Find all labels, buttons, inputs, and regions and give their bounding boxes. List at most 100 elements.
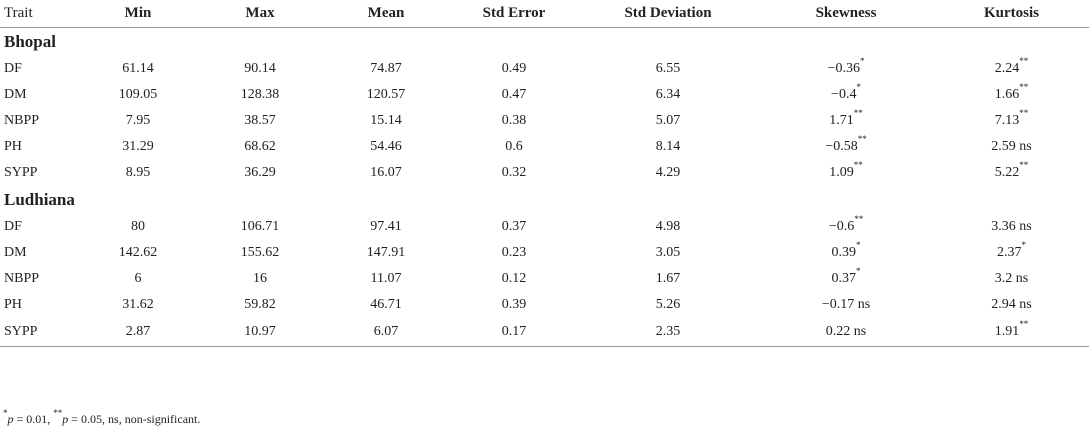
cell-mean: 120.57 — [366, 87, 406, 102]
cell-mean: 6.07 — [322, 318, 450, 347]
cell-kurtosis-value: 2.59 ns — [991, 139, 1032, 154]
cell-std-deviation: 2.35 — [578, 318, 758, 347]
cell-min: 8.95 — [125, 165, 151, 180]
cell-trait: SYPP — [4, 165, 38, 180]
cell-std-deviation: 3.05 — [655, 245, 681, 260]
footnote-p-2: p — [62, 412, 69, 426]
cell-trait: SYPP — [0, 318, 78, 347]
table-row: NBPP 6 16 11.07 0.12 1.67 0.37* 3.2 ns — [0, 266, 1089, 292]
significance-mark: * — [856, 82, 861, 93]
cell-trait: PH — [4, 139, 22, 154]
cell-mean: 15.14 — [370, 113, 402, 128]
header-row: Trait Min Max Mean Std Error Std Deviati… — [0, 0, 1089, 28]
col-header-max: Max — [198, 0, 322, 28]
significance-mark: ** — [1019, 108, 1029, 119]
cell-kurtosis: 3.2 ns — [934, 266, 1089, 292]
cell-kurtosis: 2.59 ns — [934, 134, 1089, 160]
cell-mean: 46.71 — [370, 297, 402, 312]
table-row: PH 31.62 59.82 46.71 0.39 5.26 −0.17 ns 2.94 ns — [0, 292, 1089, 318]
cell-skewness: −0.6** — [758, 214, 934, 240]
significance-mark: ** — [853, 108, 863, 119]
cell-mean: 16.07 — [370, 165, 402, 180]
cell-kurtosis-value: 7.13 — [994, 113, 1020, 128]
cell-mean: 11.07 — [370, 271, 402, 286]
cell-max: 36.29 — [244, 165, 276, 180]
cell-trait: DM — [4, 245, 27, 260]
cell-std-error: 0.17 — [450, 318, 578, 347]
cell-max: 38.57 — [244, 113, 276, 128]
cell-kurtosis-value: 2.24 — [994, 61, 1020, 76]
cell-mean: 97.41 — [370, 219, 402, 234]
significance-mark: * — [856, 266, 861, 277]
cell-min: 80 — [131, 219, 145, 234]
cell-std-deviation: 1.67 — [655, 271, 681, 286]
cell-std-error: 0.12 — [501, 271, 527, 286]
significance-mark: * — [859, 56, 865, 67]
significance-mark: ** — [854, 214, 864, 225]
col-header-skewness: Skewness — [758, 0, 934, 28]
cell-kurtosis-value: 1.66 — [994, 87, 1020, 102]
cell-kurtosis: 1.91** — [934, 318, 1089, 347]
cell-max: 16 — [253, 271, 267, 286]
table-row: SYPP 8.95 36.29 16.07 0.32 4.29 1.09** 5.22** — [0, 160, 1089, 186]
table-row: DM 142.62 155.62 147.91 0.23 3.05 0.39* 2.37* — [0, 240, 1089, 266]
significance-mark: ** — [1019, 319, 1029, 330]
cell-std-error: 0.38 — [501, 113, 527, 128]
cell-min: 109.05 — [118, 87, 158, 102]
col-header-std-error: Std Error — [450, 0, 578, 28]
cell-skewness-value: −0.58 — [825, 139, 858, 154]
cell-kurtosis: 2.37* — [934, 240, 1089, 266]
cell-std-deviation: 4.29 — [655, 165, 681, 180]
cell-kurtosis: 7.13** — [934, 108, 1089, 134]
cell-skewness: −0.36* — [758, 56, 934, 82]
cell-std-deviation: 6.55 — [655, 61, 681, 76]
cell-max: 59.82 — [244, 297, 276, 312]
cell-max: 10.97 — [198, 318, 322, 347]
cell-trait: NBPP — [4, 271, 40, 286]
cell-kurtosis: 5.22** — [934, 160, 1089, 186]
cell-skewness: −0.58** — [758, 134, 934, 160]
cell-skewness-value: −0.6 — [828, 219, 855, 234]
cell-skewness: 0.22 ns — [758, 318, 934, 347]
cell-std-error: 0.49 — [501, 61, 527, 76]
col-header-min: Min — [78, 0, 198, 28]
descriptive-stats-table: Trait Min Max Mean Std Error Std Deviati… — [0, 0, 1089, 347]
cell-std-deviation: 5.07 — [655, 113, 681, 128]
cell-skewness-value: −0.17 ns — [821, 297, 871, 312]
cell-kurtosis-value: 1.91 — [994, 324, 1020, 339]
footnote-mark-1: * — [3, 408, 8, 418]
cell-std-error: 0.47 — [501, 87, 527, 102]
cell-skewness-value: 0.37 — [831, 271, 857, 286]
cell-min: 7.95 — [125, 113, 151, 128]
cell-kurtosis-value: 3.2 ns — [994, 271, 1029, 286]
footnote-p-1: p — [7, 412, 14, 426]
cell-skewness-value: −0.4 — [831, 87, 857, 102]
table-row: DF 80 106.71 97.41 0.37 4.98 −0.6** 3.36 ns — [0, 214, 1089, 240]
cell-min: 31.62 — [122, 297, 154, 312]
cell-std-deviation: 6.34 — [655, 87, 681, 102]
significance-mark: ** — [857, 134, 867, 145]
cell-max: 68.62 — [244, 139, 276, 154]
group-row: Bhopal — [0, 28, 1089, 57]
cell-std-deviation: 5.26 — [655, 297, 681, 312]
table-body: Bhopal DF 61.14 90.14 74.87 0.49 6.55 −0.36* 2.2… — [0, 28, 1089, 347]
cell-std-deviation: 4.98 — [655, 219, 681, 234]
cell-trait: DF — [4, 219, 22, 234]
table-row: DF 61.14 90.14 74.87 0.49 6.55 −0.36* 2.24** — [0, 56, 1089, 82]
cell-skewness: 1.09** — [758, 160, 934, 186]
cell-skewness-value: −0.36 — [827, 61, 860, 76]
cell-kurtosis-value: 2.37 — [997, 245, 1022, 260]
cell-std-error: 0.23 — [501, 245, 527, 260]
cell-std-error: 0.6 — [505, 139, 523, 154]
col-header-trait: Trait — [0, 0, 78, 28]
cell-skewness: 0.39* — [758, 240, 934, 266]
cell-trait: DF — [4, 61, 22, 76]
cell-kurtosis-value: 5.22 — [994, 165, 1020, 180]
significance-mark: ** — [853, 160, 863, 171]
footnote-text-1: = 0.01, — [13, 412, 54, 426]
cell-skewness: 1.71** — [758, 108, 934, 134]
table-row: NBPP 7.95 38.57 15.14 0.38 5.07 1.71** 7.13** — [0, 108, 1089, 134]
cell-min: 2.87 — [78, 318, 198, 347]
cell-mean: 147.91 — [366, 245, 406, 260]
col-header-std-deviation: Std Deviation — [578, 0, 758, 28]
